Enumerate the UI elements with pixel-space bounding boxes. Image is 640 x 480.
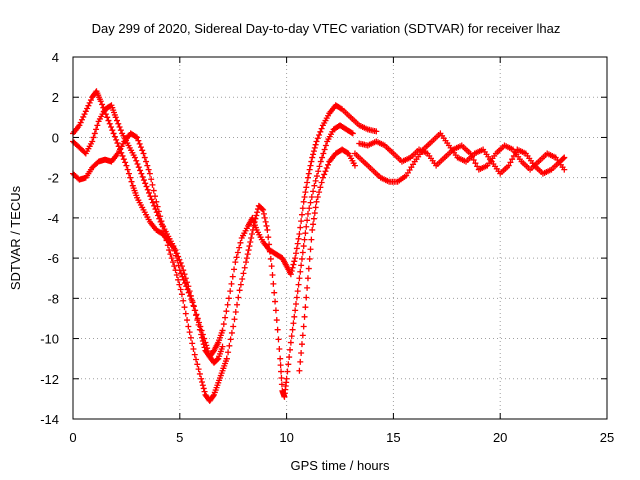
data-points — [351, 130, 568, 185]
plot-frame — [72, 56, 608, 420]
data-points — [219, 102, 380, 334]
data-points — [296, 146, 358, 374]
x-tick-label: 10 — [279, 430, 293, 445]
y-tick-label: -12 — [40, 372, 59, 387]
x-tick-label: 0 — [69, 430, 76, 445]
data-points — [223, 122, 356, 400]
series-trace-8 — [356, 138, 568, 173]
y-tick-label: -4 — [47, 211, 59, 226]
y-tick-label: -6 — [47, 251, 59, 266]
grid — [73, 57, 607, 419]
y-tick-label: 2 — [52, 90, 59, 105]
plot-area — [70, 88, 568, 404]
y-tick-label: -14 — [40, 412, 59, 427]
series-trace-6 — [296, 146, 358, 374]
x-tick-label: 20 — [493, 430, 507, 445]
series-trace-4 — [219, 102, 380, 334]
y-tick-label: -2 — [47, 171, 59, 186]
data-points — [70, 102, 226, 366]
chart-title: Day 299 of 2020, Sidereal Day-to-day VTE… — [92, 21, 561, 36]
y-tick-label: 4 — [52, 50, 59, 65]
series-trace-7 — [351, 130, 568, 185]
axis-ticks — [72, 56, 608, 420]
y-tick-label: -8 — [47, 291, 59, 306]
x-tick-label: 15 — [386, 430, 400, 445]
data-points — [356, 138, 568, 173]
x-tick-label: 5 — [176, 430, 183, 445]
y-axis-label: SDTVAR / TECUs — [8, 185, 23, 290]
y-tick-label: 0 — [52, 130, 59, 145]
series-trace-5 — [223, 122, 356, 400]
x-tick-label: 25 — [600, 430, 614, 445]
series-trace-3 — [70, 130, 230, 404]
y-tick-label: -10 — [40, 332, 59, 347]
data-points — [70, 130, 230, 404]
series-trace-2 — [70, 102, 226, 366]
x-axis-label: GPS time / hours — [291, 458, 390, 473]
